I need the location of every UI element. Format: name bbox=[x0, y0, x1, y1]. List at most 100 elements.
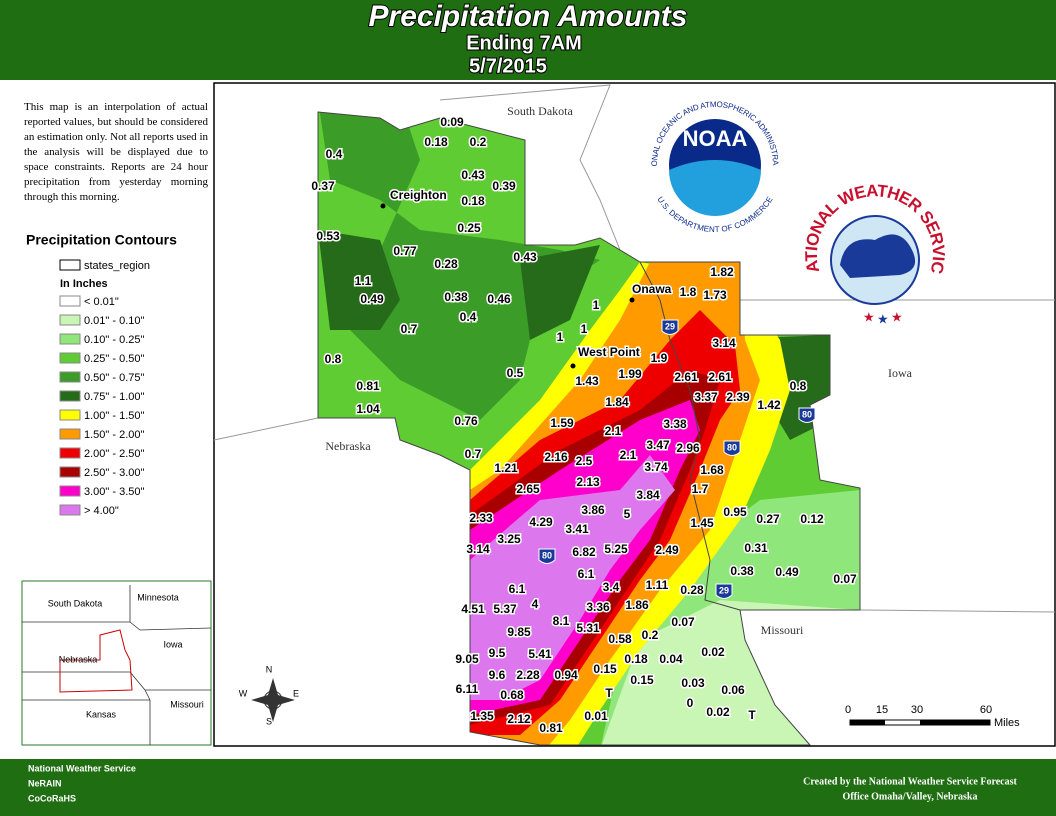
legend-label: 0.01" - 0.10" bbox=[84, 315, 144, 327]
inset-frame bbox=[21, 580, 212, 746]
region-label: Missouri bbox=[761, 623, 804, 637]
station-value: 0.81 bbox=[356, 379, 380, 393]
station-value: 0.07 bbox=[833, 572, 857, 586]
station-value: 0.28 bbox=[680, 583, 704, 597]
station-value: 2.61 bbox=[674, 370, 698, 384]
state-lines bbox=[213, 84, 1056, 613]
station-value: 4.51 bbox=[461, 602, 485, 616]
subtitle: Ending 7AM bbox=[466, 32, 582, 54]
inset-label: Nebraska bbox=[59, 654, 98, 664]
legend-swatch bbox=[59, 314, 81, 326]
station-value: 9.05 bbox=[455, 652, 479, 666]
station-value: 2.33 bbox=[469, 511, 493, 525]
legend: < 0.01" 0.01" - 0.10" 0.10" - 0.25" 0.25" -… bbox=[59, 295, 144, 517]
compass-label: S bbox=[266, 716, 272, 726]
interstate-shield bbox=[723, 440, 741, 456]
station-value: 0.53 bbox=[316, 229, 340, 243]
station-value: 1.59 bbox=[550, 416, 574, 430]
legend-swatch bbox=[59, 295, 81, 307]
station-value: 0.94 bbox=[554, 668, 578, 682]
station-value: 0.43 bbox=[513, 250, 537, 264]
footer-right: Office Omaha/Valley, Nebraska bbox=[843, 791, 978, 802]
station-value: 2.12 bbox=[507, 712, 531, 726]
interstate-shield bbox=[798, 407, 816, 423]
station-value: 8.1 bbox=[553, 614, 570, 628]
station-value: 0.31 bbox=[744, 541, 768, 555]
interstate-shield bbox=[661, 319, 679, 335]
station-value: 0.09 bbox=[440, 115, 464, 129]
station-value: 2.1 bbox=[620, 448, 637, 462]
scale-label: 30 bbox=[911, 704, 923, 716]
station-value: 3.47 bbox=[646, 438, 670, 452]
station-value: 2.39 bbox=[726, 390, 750, 404]
legend-boundary: states_region bbox=[84, 260, 150, 272]
station-value: 5 bbox=[624, 507, 631, 521]
station-value: 1.8 bbox=[680, 285, 697, 299]
station-value: 1.43 bbox=[575, 374, 599, 388]
legend-label: 1.00" - 1.50" bbox=[84, 410, 144, 422]
station-value: 3.38 bbox=[663, 417, 687, 431]
station-value: 0.46 bbox=[487, 292, 511, 306]
station-value: 9.5 bbox=[489, 646, 506, 660]
station-value: 1.84 bbox=[605, 395, 629, 409]
station-value: 0.18 bbox=[624, 652, 648, 666]
legend-swatch bbox=[59, 333, 81, 345]
legend-swatch bbox=[59, 371, 81, 383]
station-value: 0.49 bbox=[360, 292, 384, 306]
station-value: 1.86 bbox=[625, 598, 649, 612]
interstate-shield bbox=[715, 583, 733, 599]
station-value: 0.28 bbox=[434, 257, 458, 271]
interstate-label: 80 bbox=[727, 442, 737, 452]
station-value: 0.4 bbox=[326, 147, 343, 161]
station-value: 0.2 bbox=[470, 135, 487, 149]
header-bar bbox=[0, 0, 1056, 80]
station-value: 0.06 bbox=[721, 683, 745, 697]
station-value: 1.1 bbox=[355, 274, 372, 288]
station-value: 0.58 bbox=[608, 632, 632, 646]
station-value: 3.14 bbox=[712, 336, 736, 350]
inset-label: Minnesota bbox=[137, 592, 179, 602]
station-value: 1.99 bbox=[618, 367, 642, 381]
city-dot bbox=[570, 363, 576, 369]
station-value: 2.96 bbox=[676, 441, 700, 455]
legend-swatch bbox=[59, 259, 81, 271]
station-value: 0.68 bbox=[500, 688, 524, 702]
station-value: 2.16 bbox=[544, 450, 568, 464]
station-value: 0.04 bbox=[659, 652, 683, 666]
legend-title: Precipitation Contours bbox=[26, 232, 177, 248]
scale-bar: 0 15 30 60 Miles bbox=[845, 704, 1020, 729]
city-label: Creighton bbox=[390, 188, 447, 202]
station-value: 1.73 bbox=[703, 288, 727, 302]
station-value: 2.65 bbox=[516, 482, 540, 496]
station-value: T bbox=[748, 708, 756, 722]
legend-swatch bbox=[59, 447, 81, 459]
footer-left: NeRAIN bbox=[28, 778, 62, 788]
station-value: 0.76 bbox=[454, 414, 478, 428]
noaa-logo bbox=[669, 160, 761, 216]
station-value: 1.68 bbox=[700, 463, 724, 477]
station-value: 2.28 bbox=[516, 668, 540, 682]
legend-label: 2.00" - 2.50" bbox=[84, 448, 144, 460]
station-value: 2.1 bbox=[605, 424, 622, 438]
station-value: 5.25 bbox=[604, 542, 628, 556]
station-value: 0.95 bbox=[723, 505, 747, 519]
contour-fill bbox=[470, 455, 675, 700]
station-value: 0.25 bbox=[457, 221, 481, 235]
scale-label: 60 bbox=[980, 704, 992, 716]
station-value: 5.41 bbox=[528, 647, 552, 661]
station-value: 3.4 bbox=[603, 580, 620, 594]
scale-bar-rect bbox=[920, 720, 990, 725]
station-value: 0.15 bbox=[630, 673, 654, 687]
station-value: 0.8 bbox=[790, 379, 807, 393]
station-value: 0.18 bbox=[424, 135, 448, 149]
station-value: 1.7 bbox=[692, 482, 709, 496]
inset-area bbox=[59, 629, 133, 693]
station-value: 1 bbox=[593, 298, 600, 312]
station-value: 0.38 bbox=[444, 290, 468, 304]
legend-swatch bbox=[59, 352, 81, 364]
station-value: 6.1 bbox=[578, 567, 595, 581]
title: Precipitation Amounts bbox=[369, 0, 688, 33]
station-value: 1.35 bbox=[470, 709, 494, 723]
station-value: 2.13 bbox=[576, 475, 600, 489]
